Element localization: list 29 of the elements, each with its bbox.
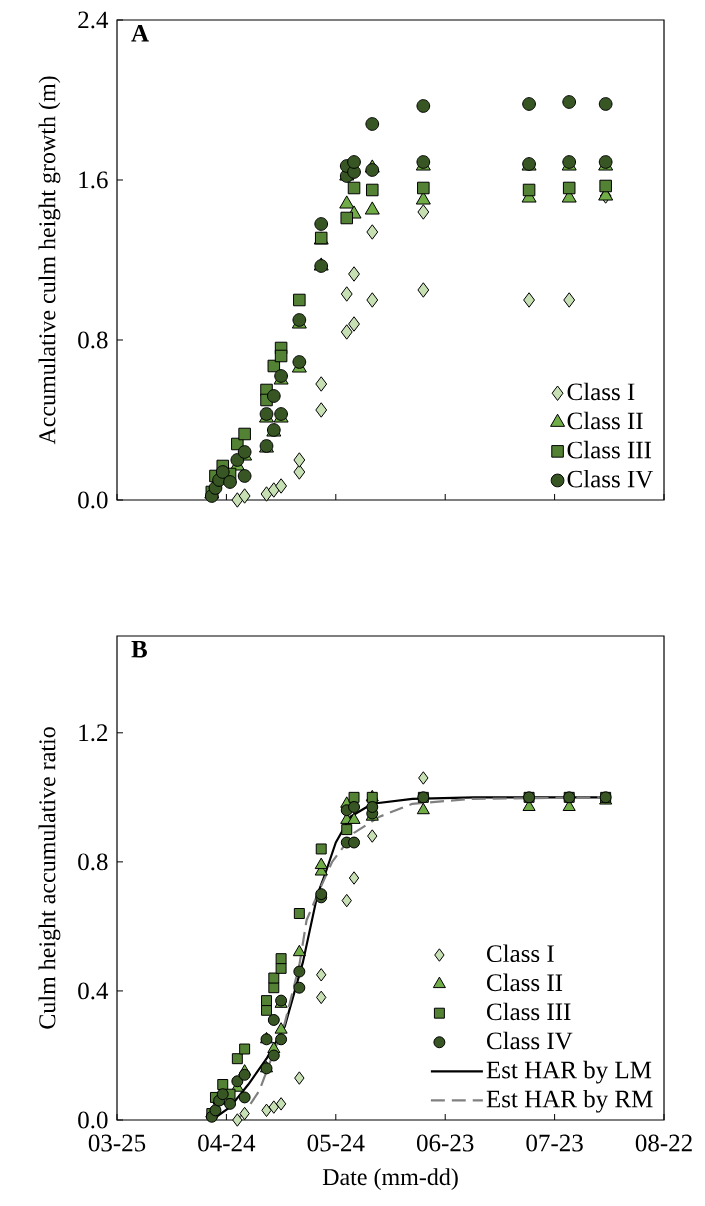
chart-title: A bbox=[131, 24, 149, 42]
legend-label: Class II bbox=[487, 973, 563, 992]
x-tick-label: 04-24 bbox=[198, 1134, 256, 1152]
x-tick-label: 03-25 bbox=[88, 1134, 146, 1152]
y-axis-title: Accumulative culm height growth (m) bbox=[38, 76, 61, 445]
legend-label: Class III bbox=[487, 1002, 571, 1021]
legend-label: Est HAR by RM bbox=[486, 1089, 653, 1113]
legend-label: Class I bbox=[567, 382, 635, 401]
legend-label: Class I bbox=[487, 944, 554, 963]
legend-label: Est HAR by LM bbox=[486, 1060, 652, 1084]
y-tick-label: 2.4 bbox=[78, 11, 109, 29]
x-tick-label: 06-23 bbox=[416, 1134, 474, 1152]
legend-label: Class II bbox=[567, 411, 643, 430]
x-tick-label: 07-23 bbox=[526, 1134, 583, 1152]
x-tick-label: 05-24 bbox=[307, 1134, 365, 1152]
y-tick-label: 1.6 bbox=[79, 171, 108, 189]
legend-label: Class IV bbox=[487, 1031, 573, 1050]
y-tick-label: 0.8 bbox=[78, 331, 108, 349]
y-tick-label: 0.4 bbox=[78, 982, 109, 1000]
y-tick-label: 0.8 bbox=[78, 853, 108, 871]
x-axis-title: Date (mm-dd) bbox=[322, 1168, 458, 1191]
y-tick-label: 1.2 bbox=[79, 724, 108, 742]
y-tick-label: 0.0 bbox=[78, 1111, 108, 1129]
legend-label: Class III bbox=[567, 440, 652, 459]
legend-label: Class IV bbox=[567, 469, 654, 488]
y-tick-label: 0.0 bbox=[78, 491, 108, 509]
y-axis-title: Culm height accumulative ratio bbox=[38, 727, 61, 1029]
x-tick-label: 08-22 bbox=[635, 1134, 692, 1152]
chart-title: B bbox=[131, 640, 147, 658]
